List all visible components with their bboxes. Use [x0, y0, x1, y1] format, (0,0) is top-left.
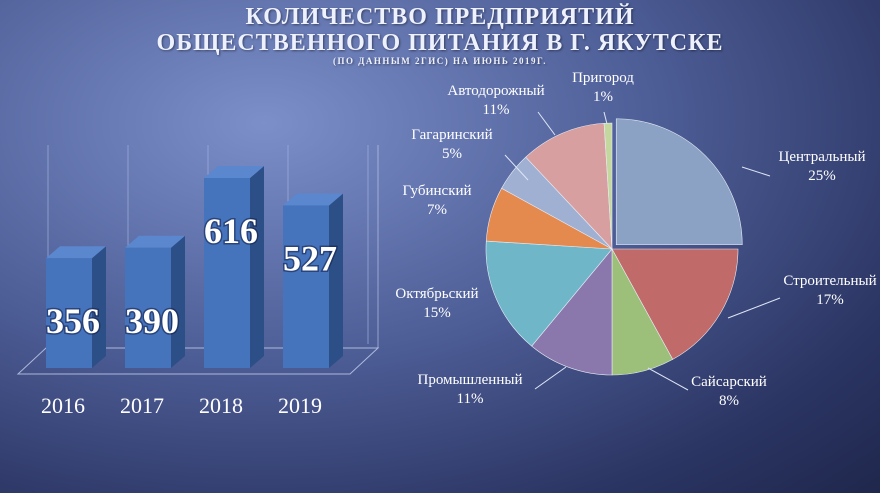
bar-category-label: 2017 — [120, 393, 164, 418]
pie-leader-line — [741, 166, 771, 177]
pie-slice — [531, 248, 613, 376]
pie-slice-percent: 11% — [457, 391, 484, 407]
pie-slice-label: Строительный — [783, 273, 876, 289]
bar-2019: 527 2019 — [278, 193, 343, 418]
bar-category-label: 2018 — [199, 393, 243, 418]
pie-slice — [603, 122, 613, 250]
bar-side — [250, 166, 264, 368]
bar-front — [204, 178, 250, 368]
pie-leader-line — [534, 366, 567, 390]
pie-slice — [615, 118, 743, 246]
bar-data-label: 390 — [125, 301, 179, 341]
pie-leader-line — [537, 111, 556, 136]
bar-2017: 390 2017 — [120, 235, 185, 418]
pie-slice-percent: 8% — [719, 393, 739, 409]
pie-slice — [611, 248, 739, 360]
bar-data-label: 616 — [204, 211, 258, 251]
pie-slice-label: Центральный — [778, 149, 865, 165]
pie-leader-line — [504, 154, 529, 181]
pie-slice-label: Промышленный — [418, 372, 523, 388]
bar-front — [283, 205, 329, 368]
bar-top — [204, 166, 264, 178]
bar-category-label: 2019 — [278, 393, 322, 418]
bar-data-label: 356 — [46, 301, 100, 341]
pie-slice-percent: 15% — [423, 305, 451, 321]
pie-slice-label: Сайсарский — [691, 374, 767, 390]
pie-slice-label: Октябрьский — [395, 286, 478, 302]
chart-title-line1: КОЛИЧЕСТВО ПРЕДПРИЯТИЙ — [245, 4, 635, 30]
pie-leader-line — [727, 297, 781, 319]
bar-front — [46, 258, 92, 368]
pie-slice-label: Автодорожный — [447, 83, 544, 99]
pie-slice-percent: 1% — [593, 89, 613, 105]
pie-leader-line — [647, 367, 689, 391]
bar-side — [92, 246, 106, 368]
pie-chart: Центральный 25% Строительный 17% Сайсарский 8… — [395, 70, 876, 409]
pie-slice-percent: 7% — [427, 202, 447, 218]
pie-slice-label: Пригород — [572, 70, 634, 86]
bar-2018: 616 2018 — [199, 166, 264, 418]
bar-side — [171, 235, 185, 368]
bar-side — [329, 193, 343, 368]
pie-slice-percent: 5% — [442, 146, 462, 162]
bar-top — [283, 193, 343, 206]
pie-leader-line — [603, 111, 608, 125]
bar-top — [46, 246, 106, 259]
pie-slice-percent: 11% — [483, 102, 510, 118]
pie-slice — [525, 122, 613, 250]
bar-data-label: 527 — [283, 238, 337, 278]
pie-slice-label: Губинский — [402, 183, 471, 199]
bar-top — [125, 235, 185, 248]
pie-slice-label: Гагаринский — [411, 127, 492, 143]
bar-2016: 356 2016 — [41, 246, 106, 418]
bar-category-label: 2016 — [41, 393, 85, 418]
pie-slice-percent: 17% — [816, 292, 844, 308]
pie-slice-percent: 25% — [808, 168, 836, 184]
pie-slice — [485, 240, 613, 347]
bar-front — [125, 247, 171, 368]
chart-subtitle: (ПО ДАННЫМ 2ГИС) НА ИЮНЬ 2019Г. — [332, 56, 548, 66]
chart-title-line2: ОБЩЕСТВЕННОГО ПИТАНИЯ В Г. ЯКУТСКЕ — [156, 30, 724, 56]
